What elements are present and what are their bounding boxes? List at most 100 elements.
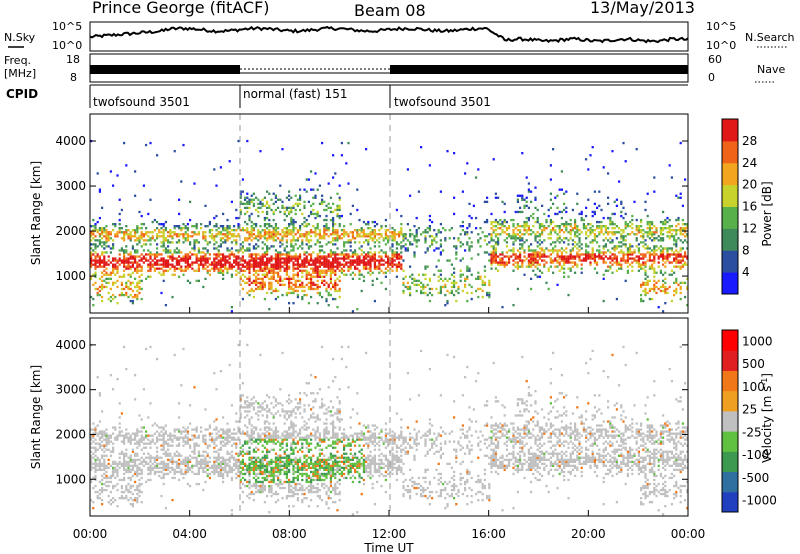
power-cell xyxy=(492,251,495,254)
power-cell xyxy=(591,249,594,252)
power-cell xyxy=(488,293,491,297)
power-cell xyxy=(679,261,682,264)
power-cell xyxy=(116,302,119,305)
velocity-cell xyxy=(98,442,101,445)
power-cell xyxy=(255,235,258,238)
power-cell xyxy=(538,269,541,272)
power-cell xyxy=(136,285,139,289)
power-cell xyxy=(439,253,442,256)
power-cell xyxy=(360,249,363,252)
power-cell xyxy=(525,225,528,228)
power-cell xyxy=(266,231,269,234)
power-cell xyxy=(310,259,313,262)
power-cell xyxy=(589,255,592,258)
power-cell xyxy=(481,279,484,283)
velocity-cell xyxy=(149,468,152,472)
power-plot-area xyxy=(89,113,689,314)
velocity-cell xyxy=(200,426,203,429)
velocity-cell xyxy=(226,450,229,453)
velocity-cell xyxy=(105,442,108,445)
power-cell xyxy=(283,261,286,264)
power-cell xyxy=(343,269,346,272)
power-cell xyxy=(686,255,689,258)
power-cell xyxy=(272,235,275,238)
power-cell xyxy=(292,249,295,252)
power-cell xyxy=(299,235,302,238)
power-cell xyxy=(230,247,233,250)
power-cell xyxy=(607,249,610,252)
velocity-cell xyxy=(189,454,192,457)
power-cell xyxy=(325,271,328,274)
power-cell xyxy=(334,261,337,264)
power-cell xyxy=(323,208,326,212)
velocity-cell xyxy=(125,486,128,490)
power-cell xyxy=(160,259,163,262)
velocity-cell xyxy=(164,507,167,510)
power-cell xyxy=(283,267,286,270)
power-cell xyxy=(574,218,577,222)
power-cell xyxy=(118,263,121,266)
power-cell xyxy=(237,255,240,258)
power-cell xyxy=(475,277,478,281)
power-cell xyxy=(574,235,577,238)
power-cell xyxy=(620,267,623,270)
velocity-cell xyxy=(92,428,95,431)
velocity-cell xyxy=(116,505,119,508)
power-cell xyxy=(281,204,284,208)
power-cell xyxy=(631,269,634,272)
power-cell xyxy=(631,265,634,268)
power-cell xyxy=(325,257,328,260)
power-cell xyxy=(226,235,229,238)
velocity-cell xyxy=(215,438,218,441)
power-cell xyxy=(398,233,401,236)
power-cell xyxy=(101,233,104,236)
power-cell xyxy=(160,263,163,266)
power-cell xyxy=(292,229,295,232)
velocity-cell xyxy=(226,436,229,439)
velocity-cell xyxy=(94,460,97,464)
power-cell xyxy=(547,214,550,218)
power-cell xyxy=(233,261,236,264)
power-cell xyxy=(646,247,649,250)
power-cell xyxy=(327,304,330,307)
power-cell xyxy=(560,265,563,268)
velocity-cell xyxy=(224,436,227,439)
power-cell xyxy=(530,200,533,204)
power-cell xyxy=(268,271,271,274)
power-cell xyxy=(296,267,299,270)
power-cell xyxy=(558,255,561,258)
power-cell xyxy=(380,235,383,238)
power-cell xyxy=(644,231,647,234)
power-cell xyxy=(140,237,143,240)
power-cell xyxy=(492,253,495,256)
power-cell xyxy=(391,227,394,230)
velocity-cell xyxy=(136,454,139,457)
power-cell xyxy=(257,253,260,256)
power-cell xyxy=(136,249,139,252)
power-cell xyxy=(248,259,251,262)
power-cell xyxy=(156,263,159,266)
power-cell xyxy=(644,253,647,256)
power-cell xyxy=(228,261,231,264)
power-cell xyxy=(173,231,176,234)
power-cell xyxy=(556,237,559,240)
power-cell xyxy=(653,249,656,252)
velocity-cell xyxy=(147,462,150,466)
power-cell xyxy=(303,200,306,204)
power-cell xyxy=(358,229,361,232)
velocity-cell xyxy=(94,458,97,462)
power-ylabel: Slant Range [km] xyxy=(29,161,43,265)
velocity-cell xyxy=(138,440,141,443)
power-cell xyxy=(321,295,324,299)
power-cell xyxy=(620,249,623,252)
power-cell xyxy=(589,154,592,157)
power-cell xyxy=(428,245,431,248)
power-cell xyxy=(646,259,649,262)
power-cell xyxy=(314,227,317,230)
power-cell xyxy=(136,229,139,232)
power-cell xyxy=(626,251,629,254)
velocity-cell xyxy=(107,436,110,439)
power-cell xyxy=(241,202,244,206)
velocity-cell xyxy=(175,462,178,466)
power-cell xyxy=(149,237,152,240)
